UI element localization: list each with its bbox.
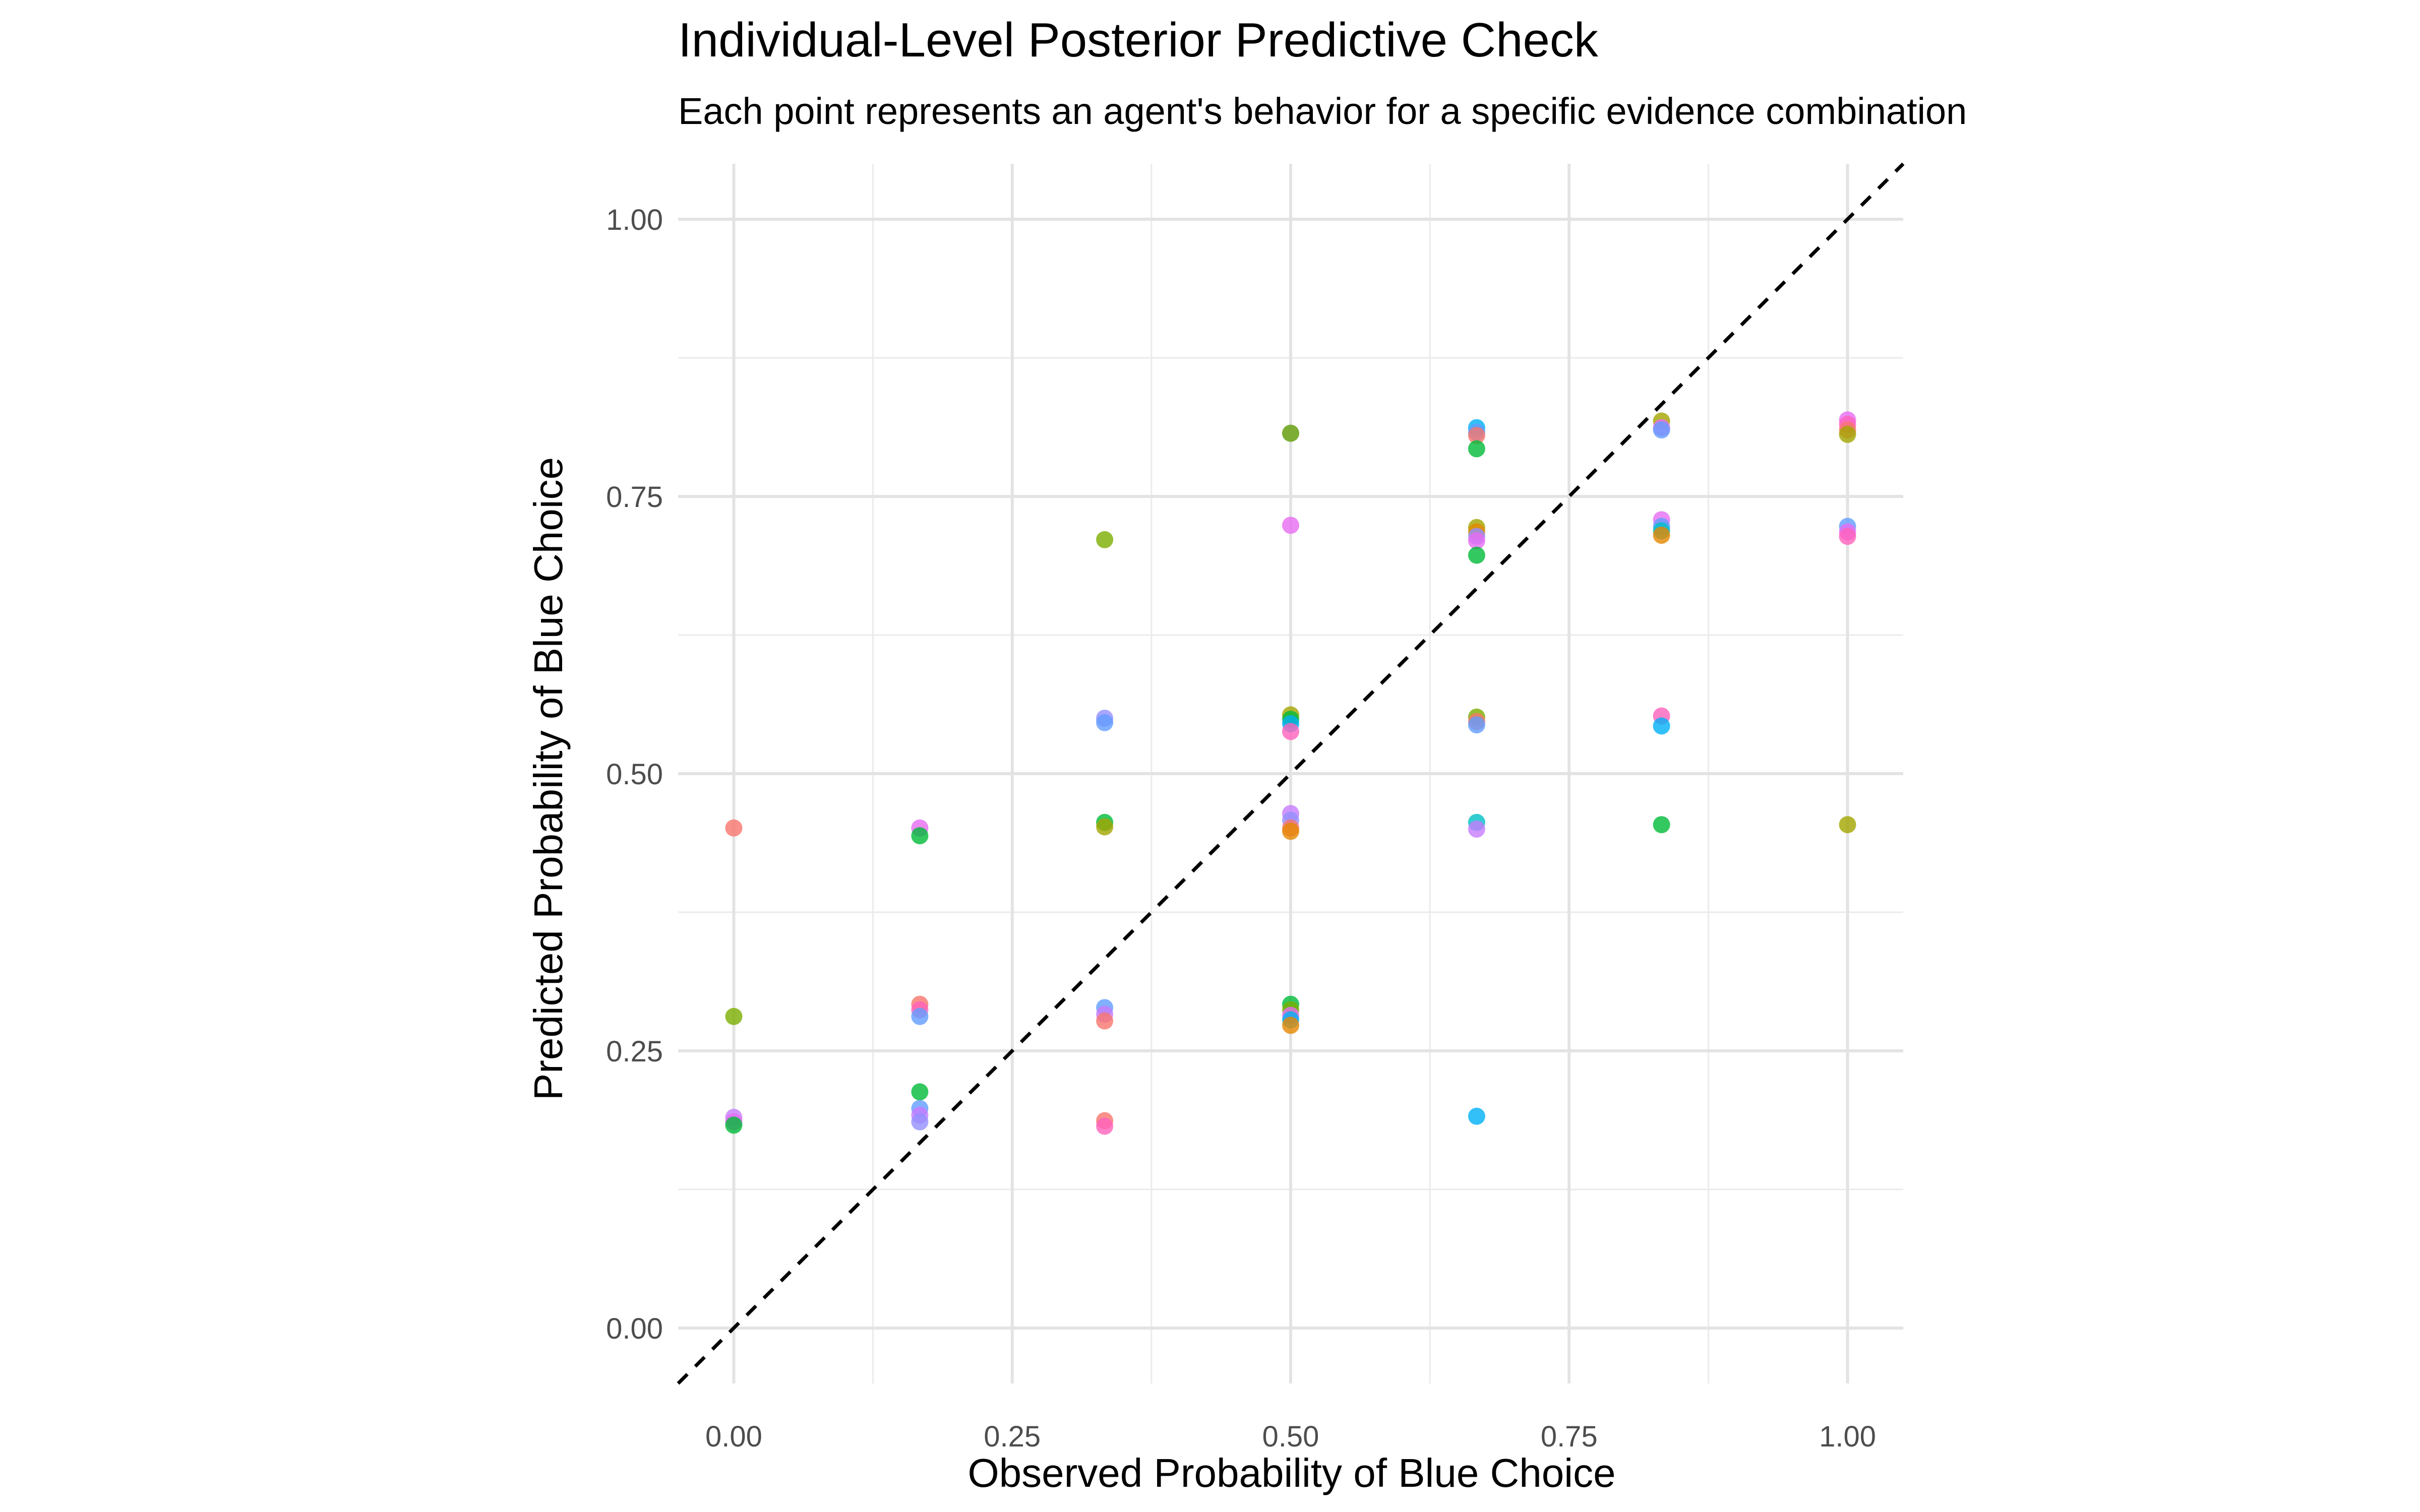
data-point	[1096, 531, 1114, 548]
data-point	[1096, 1117, 1114, 1135]
data-point	[1839, 528, 1856, 545]
data-point	[1096, 818, 1114, 836]
x-axis-tick-labels: 0.00 0.25 0.50 0.75 1.00	[705, 1420, 1876, 1453]
x-tick-label: 0.75	[1541, 1420, 1598, 1453]
data-point	[1282, 424, 1299, 442]
data-point	[1653, 421, 1670, 438]
x-tick-label: 1.00	[1819, 1420, 1876, 1453]
data-point	[1839, 425, 1856, 443]
data-point	[1468, 1107, 1485, 1125]
data-point	[1653, 717, 1670, 735]
data-point	[725, 819, 743, 837]
x-tick-label: 0.00	[705, 1420, 762, 1453]
data-point	[1282, 1017, 1299, 1034]
x-tick-label: 0.25	[984, 1420, 1041, 1453]
y-tick-label: 0.00	[606, 1312, 663, 1345]
data-point	[1468, 427, 1485, 444]
reference-line-group	[677, 162, 1905, 1385]
x-tick-label: 0.50	[1262, 1420, 1319, 1453]
data-point	[1468, 440, 1485, 458]
data-point	[1282, 823, 1299, 840]
data-point	[1468, 546, 1485, 564]
y-tick-label: 1.00	[606, 204, 663, 236]
data-point	[911, 1113, 929, 1130]
data-point	[1096, 714, 1114, 731]
x-axis-label: Observed Probability of Blue Choice	[967, 1451, 1615, 1495]
data-point	[1096, 1012, 1114, 1030]
data-point	[911, 827, 929, 845]
data-point	[911, 1007, 929, 1025]
reference-line	[677, 162, 1905, 1385]
data-point	[1468, 821, 1485, 838]
y-tick-label: 0.25	[606, 1035, 663, 1068]
y-tick-label: 0.50	[606, 758, 663, 791]
chart-subtitle: Each point represents an agent's behavio…	[678, 90, 1967, 132]
data-point	[1653, 527, 1670, 544]
data-point	[1839, 816, 1856, 834]
data-point	[1653, 816, 1670, 834]
data-point	[1282, 517, 1299, 534]
y-axis-tick-labels: 0.00 0.25 0.50 0.75 1.00	[606, 204, 663, 1345]
data-point	[1282, 723, 1299, 740]
data-point	[911, 1083, 929, 1101]
data-point	[1468, 532, 1485, 549]
data-point	[725, 1116, 743, 1134]
major-gridlines	[678, 164, 1903, 1383]
chart-title: Individual-Level Posterior Predictive Ch…	[678, 13, 1599, 67]
data-points	[725, 411, 1856, 1135]
data-point	[725, 1007, 743, 1025]
y-axis-label: Predicted Probability of Blue Choice	[526, 457, 571, 1100]
data-point	[1468, 716, 1485, 734]
y-tick-label: 0.75	[606, 481, 663, 514]
